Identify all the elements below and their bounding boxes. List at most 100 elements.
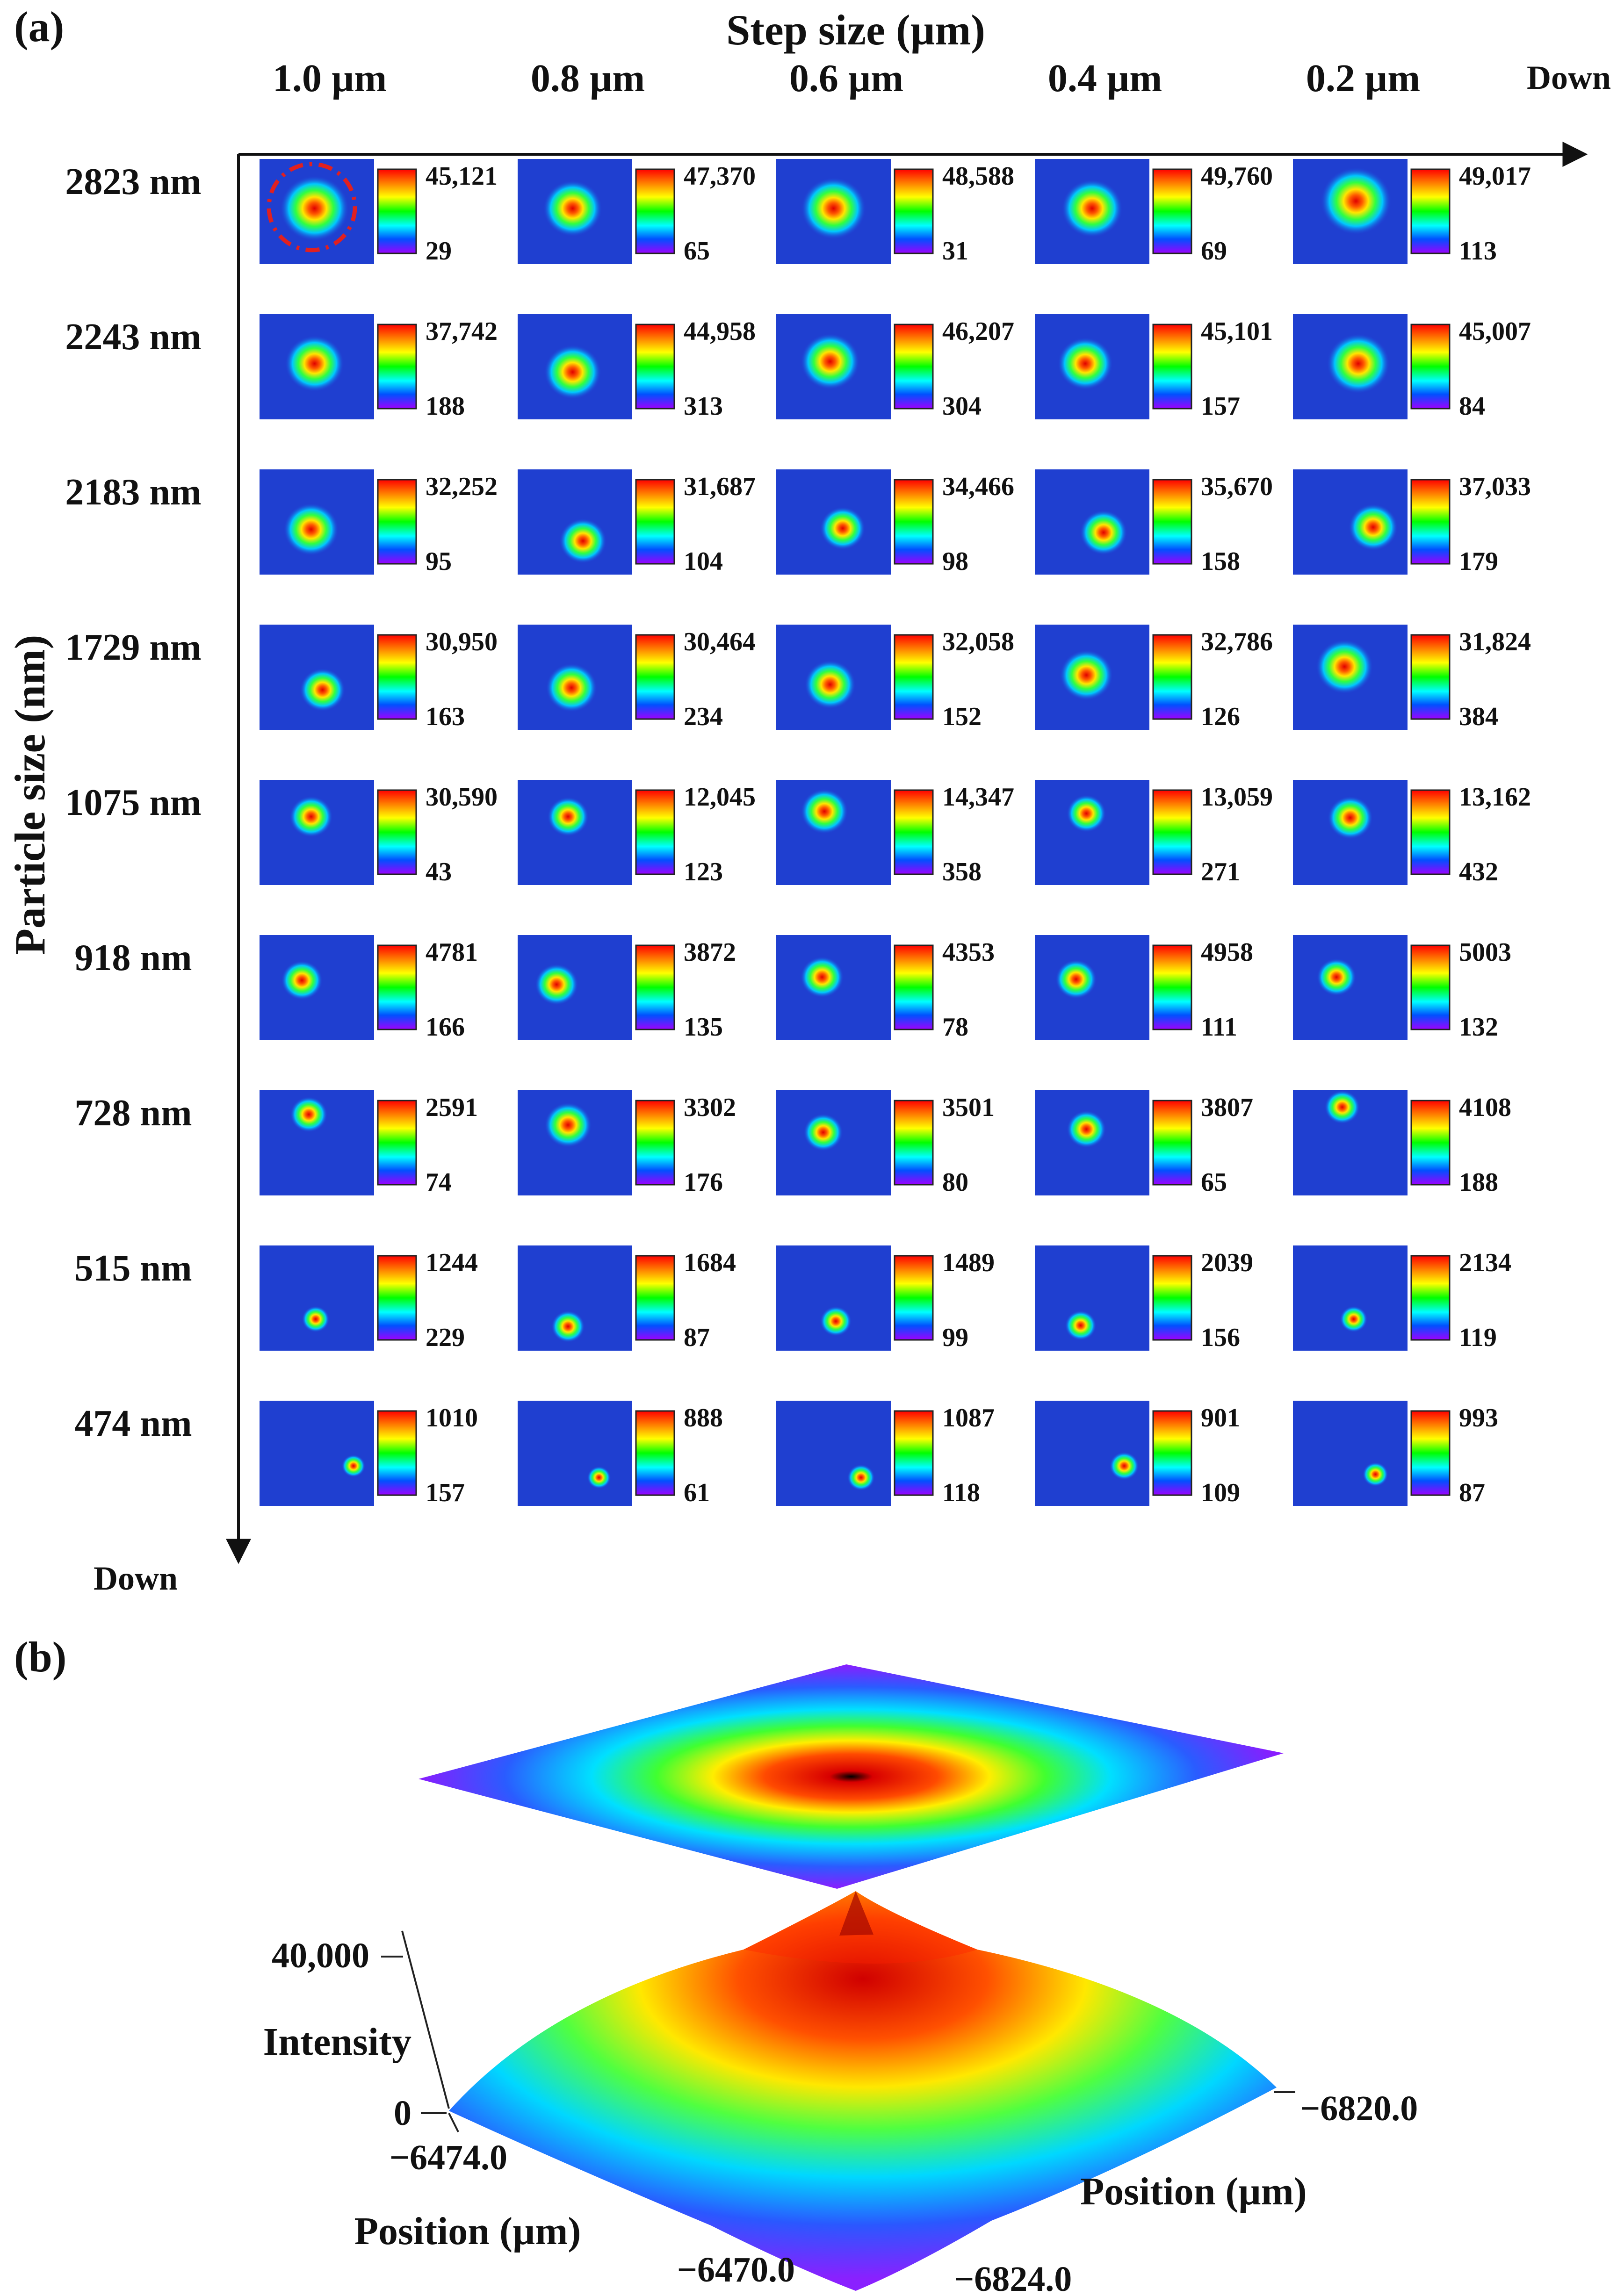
colorbar-min-label: 119 (1459, 1323, 1497, 1352)
heatmap-cell: 3872 135 (518, 935, 736, 1042)
3d-intensity-surface (449, 1891, 1277, 2291)
column-header: 0.2 µm (1306, 57, 1420, 100)
row-header: 1729 nm (65, 627, 201, 668)
colorbar (635, 789, 675, 875)
colorbar-max-label: 888 (684, 1404, 723, 1432)
colorbar (377, 944, 417, 1030)
intensity-spot (551, 1310, 585, 1343)
colorbar-max-label: 3302 (684, 1093, 736, 1122)
colorbar-max-label: 47,370 (684, 162, 756, 191)
heatmap-cell: 35,670 158 (1035, 469, 1273, 576)
colorbar (1410, 944, 1451, 1030)
intensity-spot (300, 668, 346, 712)
heatmap-cell: 2591 74 (260, 1090, 478, 1197)
heatmap-cell: 2134 119 (1293, 1245, 1511, 1352)
heatmap-cell: 3501 80 (776, 1090, 995, 1197)
row-headers: 2823 nm 2243 nm 2183 nm 1729 nm 1075 nm 918 n… (65, 161, 201, 1444)
colorbar-max-label: 45,121 (426, 162, 498, 191)
colorbar-min-label: 358 (942, 857, 982, 886)
z-axis-line (401, 1930, 450, 2109)
z-tick-bottom: 0 (394, 2094, 411, 2133)
colorbar (635, 1100, 675, 1186)
intensity-spot (1080, 510, 1127, 555)
colorbar-min-label: 126 (1201, 702, 1240, 731)
heatmap-cell: 46,207 304 (776, 314, 1014, 421)
intensity-spot (1327, 333, 1390, 394)
intensity-spot (290, 1096, 328, 1132)
colorbar (377, 168, 417, 254)
heatmap-cell: 49,760 69 (1035, 159, 1273, 266)
row-direction-label: Down (94, 1560, 178, 1597)
heatmap-cell: 45,007 84 (1293, 314, 1531, 421)
heatmap-cell: 32,252 95 (260, 469, 498, 576)
colorbar (1152, 1255, 1192, 1341)
intensity-spot (544, 345, 601, 399)
heatmap-cell: 993 87 (1293, 1401, 1498, 1507)
colorbar (1152, 1100, 1192, 1186)
colorbar-min-label: 95 (426, 547, 452, 576)
colorbar-max-label: 13,059 (1201, 783, 1273, 812)
highlight-circle (267, 162, 357, 252)
intensity-spot (1363, 1462, 1388, 1487)
heatmap-cell: 44,958 313 (518, 314, 756, 421)
heatmap-cell: 888 61 (518, 1401, 723, 1507)
heatmap-cell: 47,370 65 (518, 159, 756, 266)
heatmap-cell: 30,950 163 (260, 625, 498, 731)
cell-background (1035, 1401, 1149, 1506)
colorbar-min-label: 229 (426, 1323, 465, 1352)
flat-intensity-projection (419, 1664, 1284, 1889)
intensity-spot (1061, 179, 1123, 238)
x-tick-near: −6474.0 (390, 2138, 507, 2177)
colorbar-min-label: 432 (1459, 857, 1498, 886)
colorbar-min-label: 313 (684, 392, 723, 421)
colorbar (894, 1100, 934, 1186)
intensity-spot (302, 1306, 330, 1332)
colorbar-max-label: 1244 (426, 1248, 478, 1277)
heatmap-cell: 1684 87 (518, 1245, 736, 1352)
z-axis-title: Intensity (263, 2020, 411, 2064)
heatmap-cell: 32,058 152 (776, 625, 1014, 731)
colorbar-min-label: 65 (1201, 1168, 1227, 1197)
y-tick-far: −6820.0 (1300, 2089, 1418, 2128)
heatmap-cell: 30,590 43 (260, 780, 498, 886)
colorbar-max-label: 37,033 (1459, 472, 1531, 501)
intensity-spot (547, 797, 589, 836)
colorbar-max-label: 1087 (942, 1404, 995, 1432)
colorbar-min-label: 163 (426, 702, 465, 731)
colorbar (635, 479, 675, 565)
heatmap-cell: 14,347 358 (776, 780, 1014, 886)
colorbar (1410, 479, 1451, 565)
cell-background (260, 1401, 374, 1506)
x-axis-title: Position (µm) (354, 2210, 581, 2253)
intensity-spot (1067, 795, 1106, 832)
colorbar (635, 944, 675, 1030)
heatmap-cell: 48,588 31 (776, 159, 1014, 266)
heatmap-cell: 37,033 179 (1293, 469, 1531, 576)
heatmap-cell: 1087 118 (776, 1401, 995, 1507)
heatmap-cell: 1010 157 (260, 1401, 478, 1507)
colorbar-min-label: 69 (1201, 237, 1227, 266)
colorbar (894, 1255, 934, 1341)
colorbar (377, 479, 417, 565)
intensity-spot (1060, 650, 1113, 700)
colorbar-max-label: 32,786 (1201, 627, 1273, 656)
colorbar (894, 479, 934, 565)
x-tick-far: −6470.0 (677, 2250, 795, 2289)
colorbar-min-label: 84 (1459, 392, 1485, 421)
heatmap-cell: 45,121 29 (260, 159, 498, 266)
heatmap-cell: 4353 78 (776, 935, 995, 1042)
colorbar-min-label: 87 (684, 1323, 710, 1352)
colorbar (377, 789, 417, 875)
intensity-spot (544, 1102, 592, 1148)
colorbar (635, 634, 675, 720)
colorbar-min-label: 157 (426, 1478, 465, 1507)
cell-background (776, 1401, 891, 1506)
colorbar-min-label: 99 (942, 1323, 968, 1352)
colorbar (1410, 789, 1451, 875)
colorbar (894, 1410, 934, 1496)
colorbar-max-label: 901 (1201, 1404, 1240, 1432)
colorbar-max-label: 30,950 (426, 627, 498, 656)
intensity-spot (1055, 959, 1097, 999)
column-header: 0.8 µm (531, 57, 645, 100)
colorbar (377, 634, 417, 720)
